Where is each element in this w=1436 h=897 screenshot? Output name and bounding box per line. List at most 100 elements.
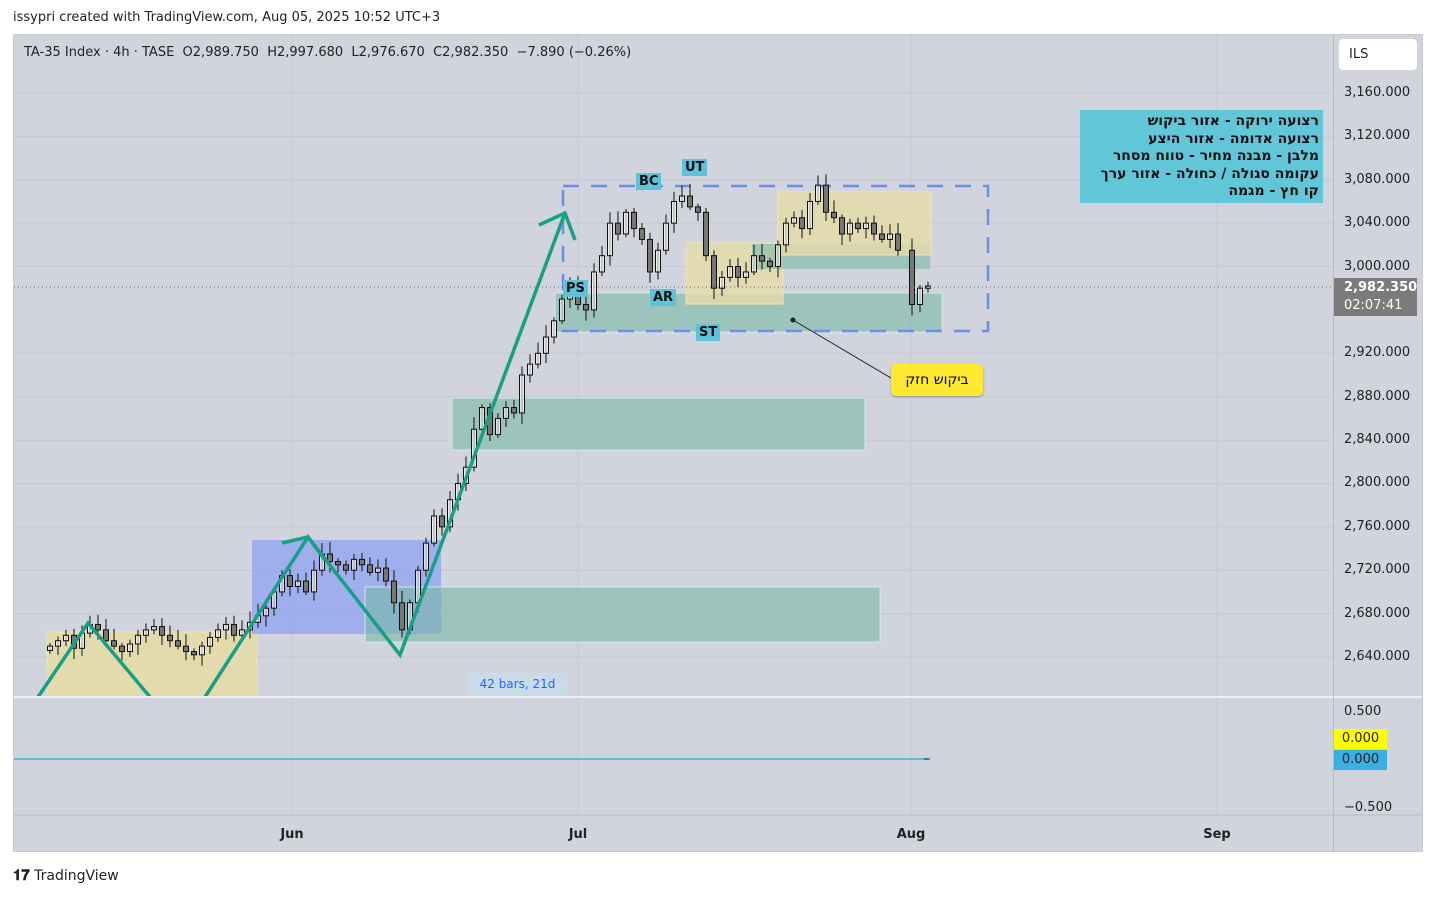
arrow-head-jul [538,210,577,241]
candle [543,336,549,354]
candle [215,629,221,638]
candle [639,228,645,240]
indicator-tick: 0.500 [1344,704,1382,719]
last-price-tag: 2,982.350 02:07:41 [1334,278,1417,316]
currency-button[interactable]: ILS [1339,39,1417,70]
tradingview-logo[interactable]: 𝟏𝟕 TradingView [13,866,119,884]
demand-zone-1 [364,586,881,643]
price-axis-border [1333,34,1334,852]
candle [855,222,861,230]
candle [799,217,805,230]
candle [759,255,765,262]
candle [527,363,533,376]
candle [303,580,309,593]
candle [791,217,797,224]
candle [823,184,829,213]
candle [511,407,517,414]
price-tick: 2,840.000 [1344,432,1411,448]
indicator-value-1: 0.000 [1334,729,1387,749]
time-tick: Sep [1203,827,1231,842]
candle [519,374,525,414]
label-ut: UT [682,159,708,176]
candle [663,222,669,251]
price-tick: 2,760.000 [1344,518,1411,534]
candle [383,567,389,582]
last-price: 2,982.350 [1344,280,1418,295]
candle [917,287,923,305]
indicator-tick: −0.500 [1344,800,1393,815]
candle [735,266,741,278]
info-line: מלבן - מבנה מחיר - טווח מסחר [1112,148,1319,164]
candle [503,407,509,419]
candle [887,233,893,240]
footer-text: TradingView [34,868,119,884]
candle [55,640,61,647]
candle [327,553,333,563]
candle [495,417,501,436]
price-tick: 2,720.000 [1344,562,1411,578]
price-tick: 2,640.000 [1344,648,1411,664]
candle [815,184,821,202]
candle [551,320,557,338]
label-st: ST [696,324,721,341]
candle [439,515,445,528]
time-tick: Jun [280,827,304,842]
price-tick: 2,920.000 [1344,345,1411,361]
credit-text: issypri created with TradingView.com, Au… [13,10,441,25]
label-ar: AR [650,289,677,306]
candle [375,567,381,573]
price-tick: 2,800.000 [1344,475,1411,491]
candle [199,645,205,656]
candle [127,643,133,653]
candle [367,564,373,573]
info-line: רצועה אדומה - אזור היצע [1148,130,1319,147]
symbol-legend[interactable]: TA-35 Index · 4h · TASE O2,989.750 H2,99… [24,45,632,60]
price-tick: 3,080.000 [1344,171,1411,187]
candle [535,352,541,365]
candle [743,271,749,278]
candle [863,222,869,230]
trading-range-dashed [561,184,990,333]
candle [695,206,701,213]
strong-demand-note[interactable]: ביקוש חזק [891,364,983,396]
candle [775,244,781,268]
candle [807,200,813,230]
candle [687,195,693,208]
candle [335,561,341,566]
candle [287,575,293,587]
candle [655,249,661,273]
candle [615,222,621,235]
candle [703,211,709,257]
candle [111,640,117,647]
info-line: קו חץ - מגמה [1228,183,1319,199]
candle [583,303,589,311]
trend-arrow-jun [203,212,567,698]
price-tick: 3,040.000 [1344,215,1411,231]
candle [63,634,69,642]
candle [431,515,437,544]
candle [679,195,685,202]
candle [399,602,405,631]
candle [559,298,565,322]
candle [351,558,357,571]
price-tick: 3,160.000 [1344,85,1411,100]
candle [359,558,365,566]
candle [719,276,725,289]
label-ps: PS [563,280,588,297]
candle [909,249,915,305]
candle [151,626,157,631]
time-tick: Aug [896,827,926,842]
candle [391,580,397,604]
candle [423,542,429,571]
candle [847,222,853,235]
candle [295,580,301,587]
legend-info-box[interactable]: רצועה ירוקה - אזור ביקוש רצועה אדומה - א… [1080,110,1323,203]
candle [879,233,885,240]
note-pointer-dot [790,317,796,323]
candle [143,629,149,636]
candle [95,623,101,631]
candle [727,266,733,278]
candle [479,407,485,430]
candle [671,200,677,224]
